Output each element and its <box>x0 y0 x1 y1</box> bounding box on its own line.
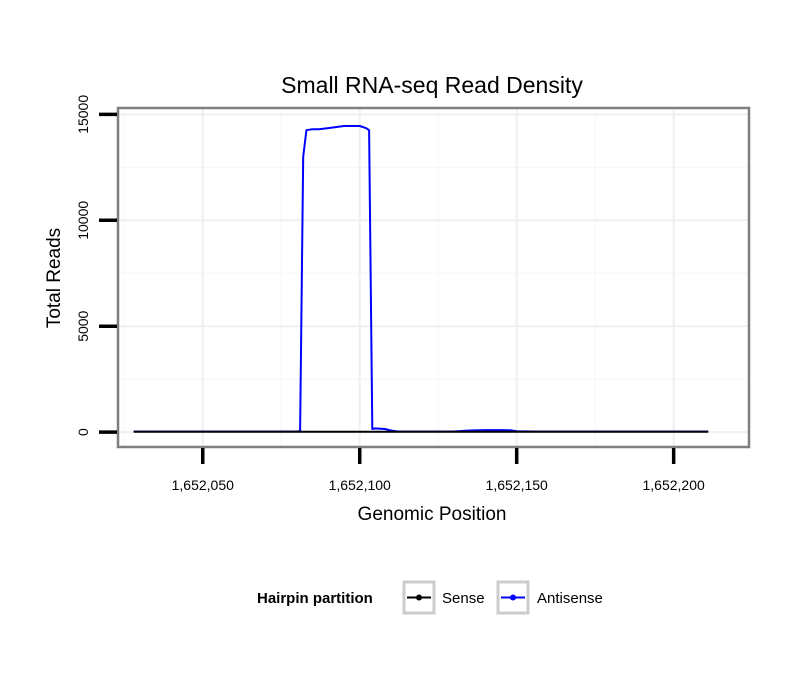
y-tick-label: 15000 <box>75 95 91 134</box>
panel-background <box>118 108 749 447</box>
grid <box>118 108 749 447</box>
x-tick-label: 1,652,100 <box>329 477 391 493</box>
legend-item-sense: Sense <box>402 580 485 615</box>
chart-title: Small RNA-seq Read Density <box>281 72 583 98</box>
legend-label-sense: Sense <box>442 590 485 607</box>
y-tick-label: 10000 <box>75 201 91 240</box>
x-tick-label: 1,652,150 <box>486 477 548 493</box>
y-axis: 0 5000 10000 15000 <box>75 95 117 436</box>
plot-panel <box>116 106 751 449</box>
legend-title: Hairpin partition <box>257 590 373 607</box>
y-tick-label: 0 <box>75 428 91 436</box>
series-line-antisense <box>133 125 709 433</box>
legend: Hairpin partition Sense Antisense <box>257 580 603 615</box>
legend-point-antisense <box>510 594 516 601</box>
x-axis-title: Genomic Position <box>358 504 507 525</box>
panel-border <box>116 106 751 449</box>
x-tick-label: 1,652,050 <box>172 477 234 493</box>
y-tick-label: 5000 <box>75 310 91 341</box>
series-layer <box>133 125 709 433</box>
legend-point-sense <box>416 594 422 601</box>
y-axis-title: Total Reads <box>44 228 65 328</box>
x-tick-label: 1,652,200 <box>643 477 705 493</box>
x-axis: 1,652,050 1,652,100 1,652,150 1,652,200 <box>172 448 705 493</box>
legend-label-antisense: Antisense <box>537 590 603 607</box>
legend-item-antisense: Antisense <box>496 580 603 615</box>
